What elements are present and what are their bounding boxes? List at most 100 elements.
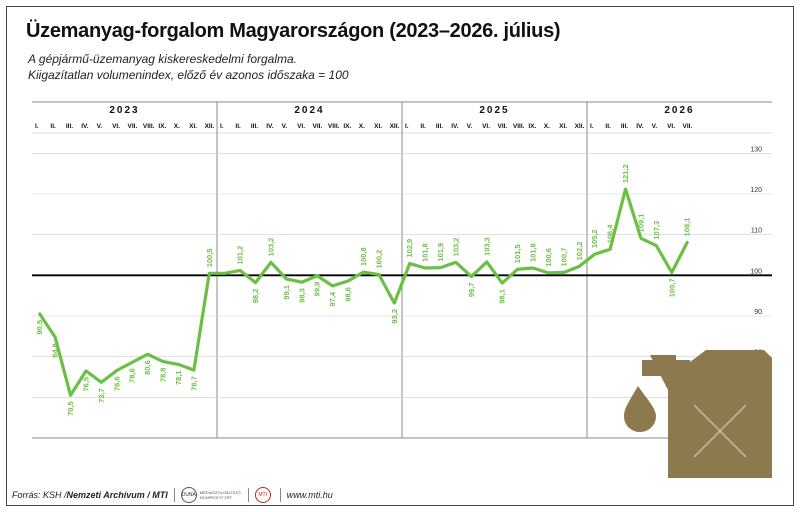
data-label: 103,3 bbox=[482, 237, 491, 256]
duna-logo: DUNA bbox=[180, 487, 197, 503]
data-label: 105,2 bbox=[590, 229, 599, 248]
month-label: VI. bbox=[297, 123, 305, 130]
month-label: VIII. bbox=[143, 123, 155, 130]
data-label: 103,2 bbox=[266, 238, 275, 257]
website-link[interactable]: www.mti.hu bbox=[286, 490, 333, 500]
footer-divider bbox=[173, 488, 175, 502]
data-label: 98,1 bbox=[498, 289, 507, 304]
month-label: V. bbox=[652, 123, 658, 130]
data-label: 101,9 bbox=[436, 243, 445, 262]
month-label: VI. bbox=[112, 123, 120, 130]
month-label: VII. bbox=[313, 123, 323, 130]
data-label: 73,7 bbox=[97, 388, 106, 403]
month-label: VIII. bbox=[328, 123, 340, 130]
data-label: 98,6 bbox=[344, 287, 353, 302]
data-label: 70,5 bbox=[66, 401, 75, 416]
month-label: IX. bbox=[343, 123, 351, 130]
data-label: 102,2 bbox=[575, 242, 584, 261]
month-label: IV. bbox=[451, 123, 459, 130]
fuel-canister-shape bbox=[624, 386, 656, 432]
month-label: V. bbox=[97, 123, 103, 130]
year-label: 2025 bbox=[479, 105, 509, 116]
data-label: 78,1 bbox=[174, 370, 183, 385]
month-label: V. bbox=[467, 123, 473, 130]
canister-emboss bbox=[693, 404, 747, 458]
month-label: IV. bbox=[81, 123, 89, 130]
month-label: II. bbox=[420, 123, 426, 130]
month-label: VI. bbox=[667, 123, 675, 130]
data-label: 100,7 bbox=[559, 248, 568, 267]
data-label: 101,8 bbox=[421, 243, 430, 262]
footer: Forrás: KSH / Nemzeti Archívum / MTI DUN… bbox=[12, 487, 333, 503]
month-label: VI. bbox=[482, 123, 490, 130]
data-label: 107,3 bbox=[652, 221, 661, 240]
month-label: I. bbox=[35, 123, 39, 130]
month-label: II. bbox=[235, 123, 241, 130]
data-labels: 90,5 84,8 70,5 76,5 73,7 76,6 78,6 80,6 78,8 78,1… bbox=[35, 164, 692, 416]
data-label: 101,5 bbox=[513, 244, 522, 263]
month-label: IX. bbox=[158, 123, 166, 130]
footer-divider bbox=[247, 488, 249, 502]
data-label: 121,2 bbox=[621, 164, 630, 183]
y-tick-label: 110 bbox=[751, 228, 762, 235]
month-label: VII. bbox=[498, 123, 508, 130]
fuel-canister-icon bbox=[624, 350, 772, 478]
data-label: 108,1 bbox=[683, 218, 692, 237]
data-label: 109,1 bbox=[636, 214, 645, 233]
source-label: Forrás: KSH / bbox=[12, 490, 67, 500]
year-label: 2023 bbox=[109, 105, 139, 116]
data-label: 78,8 bbox=[159, 368, 168, 383]
month-label: X. bbox=[174, 123, 180, 130]
canister-emboss bbox=[693, 404, 747, 458]
chart-subtitle-index-note: Kiigazítatlan volumenindex, előző év azo… bbox=[28, 68, 349, 82]
month-label: II. bbox=[605, 123, 611, 130]
data-label: 100,5 bbox=[205, 249, 214, 268]
data-label: 100,6 bbox=[544, 248, 553, 267]
y-tick-label: 90 bbox=[754, 309, 762, 316]
data-label: 101,2 bbox=[236, 246, 245, 265]
year-label: 2024 bbox=[294, 105, 324, 116]
month-label: XI. bbox=[559, 123, 567, 130]
data-label: 93,2 bbox=[390, 309, 399, 324]
month-label: I. bbox=[220, 123, 224, 130]
data-label: 100,2 bbox=[374, 250, 383, 269]
source-archive: Nemzeti Archívum / MTI bbox=[66, 490, 168, 500]
gridlines bbox=[32, 153, 772, 398]
year-label: 2026 bbox=[664, 105, 694, 116]
data-label: 100,8 bbox=[359, 247, 368, 266]
data-label: 100,7 bbox=[667, 278, 676, 297]
month-label: III. bbox=[251, 123, 258, 130]
month-label: III. bbox=[436, 123, 443, 130]
y-tick-label: 120 bbox=[750, 187, 762, 194]
month-label: IV. bbox=[266, 123, 274, 130]
month-label: VIII. bbox=[513, 123, 525, 130]
month-label: XII. bbox=[205, 123, 215, 130]
data-label: 101,8 bbox=[529, 243, 538, 262]
y-tick-label: 100 bbox=[750, 268, 762, 275]
series-line bbox=[38, 187, 689, 397]
month-label: III. bbox=[66, 123, 73, 130]
data-label: 106,4 bbox=[606, 224, 615, 244]
month-label: VII. bbox=[128, 123, 138, 130]
y-tick-label: 130 bbox=[750, 146, 762, 153]
month-label: XI. bbox=[374, 123, 382, 130]
month-label: I. bbox=[405, 123, 409, 130]
data-label: 80,6 bbox=[143, 360, 152, 375]
data-label: 76,5 bbox=[81, 377, 90, 392]
data-label: 98,3 bbox=[297, 288, 306, 303]
month-label: X. bbox=[544, 123, 550, 130]
footer-divider bbox=[279, 488, 281, 502]
data-label: 99,9 bbox=[313, 282, 322, 297]
month-label: IX. bbox=[528, 123, 536, 130]
duna-logo-text: MÉDIASZOLGÁLTATÓ NONPROFIT ZRT. bbox=[199, 490, 241, 500]
chart-subtitle: A gépjármű-üzemanyag kiskereskedelmi for… bbox=[28, 52, 298, 66]
data-label: 78,6 bbox=[128, 368, 137, 383]
month-label: XII. bbox=[575, 123, 585, 130]
data-label: 76,6 bbox=[112, 376, 121, 391]
data-label: 98,2 bbox=[251, 289, 260, 304]
data-label: 76,7 bbox=[189, 376, 198, 391]
month-label: I. bbox=[590, 123, 594, 130]
data-label: 84,8 bbox=[51, 343, 60, 358]
